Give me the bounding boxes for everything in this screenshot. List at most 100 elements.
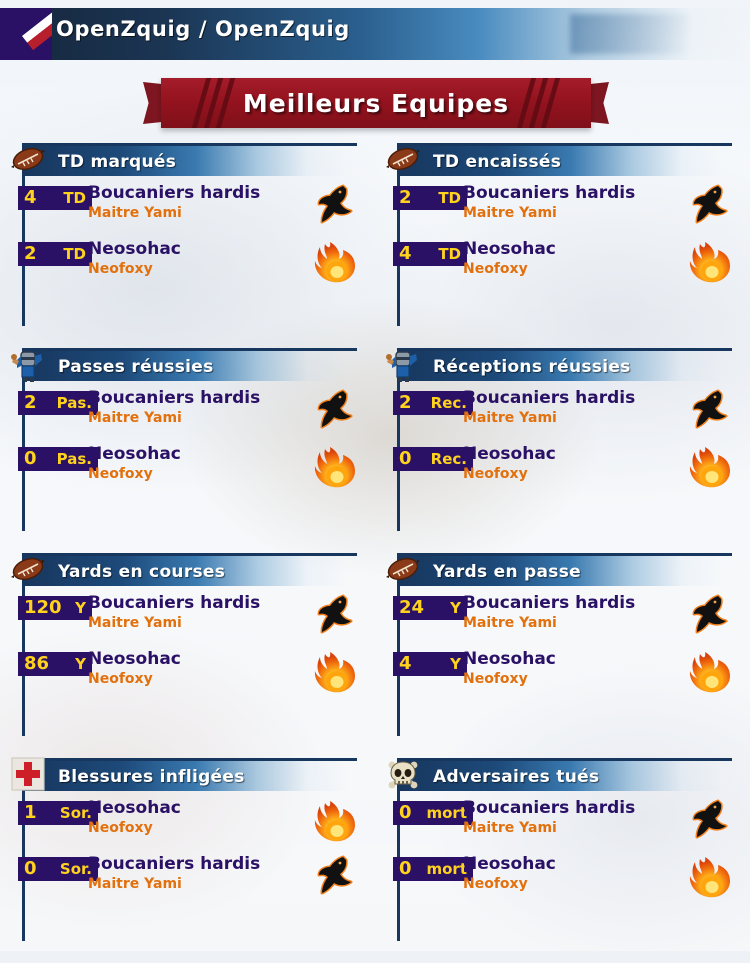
entry-names: Boucaniers hardis Maitre Yami <box>88 388 261 427</box>
team-name[interactable]: Neosohac <box>88 649 181 669</box>
team-name[interactable]: Neosohac <box>88 798 181 818</box>
player-icon <box>383 344 423 384</box>
stat-value: 24 <box>399 597 425 618</box>
coach-name[interactable]: Maitre Yami <box>463 204 557 221</box>
coach-name[interactable]: Neofoxy <box>88 260 153 277</box>
raven-logo[interactable] <box>313 592 357 640</box>
fireball-logo[interactable] <box>313 443 357 491</box>
stat-badge: 0 mort <box>393 857 473 881</box>
stat-entry[interactable]: 1 Sor. Neosohac Neofoxy <box>0 798 375 849</box>
fireball-logo[interactable] <box>688 238 732 286</box>
stat-unit: Y <box>450 598 461 617</box>
coach-name[interactable]: Maitre Yami <box>88 409 182 426</box>
raven-logo[interactable] <box>313 182 357 230</box>
stat-entry[interactable]: 24 Y Boucaniers hardis Maitre Yami <box>375 593 750 644</box>
fireball-logo[interactable] <box>313 648 357 696</box>
team-name[interactable]: Boucaniers hardis <box>88 593 261 613</box>
stat-entry[interactable]: 0 Rec. Neosohac Neofoxy <box>375 444 750 495</box>
page-banner: Meilleurs Equipes <box>143 78 609 128</box>
stat-unit: Pas. <box>56 393 92 412</box>
team-name[interactable]: Neosohac <box>88 444 181 464</box>
team-name[interactable]: Boucaniers hardis <box>463 183 636 203</box>
stat-value: 4 <box>399 243 412 264</box>
coach-name[interactable]: Maitre Yami <box>88 614 182 631</box>
stat-entry[interactable]: 120 Y Boucaniers hardis Maitre Yami <box>0 593 375 644</box>
header-rule <box>22 758 357 761</box>
stat-entry[interactable]: 4 Y Neosohac Neofoxy <box>375 649 750 700</box>
coach-name[interactable]: Neofoxy <box>463 670 528 687</box>
stat-value: 0 <box>399 858 412 879</box>
stat-block-td-encaisses: TD encaissés 2 TD Boucaniers hardis Mait… <box>375 143 750 348</box>
stat-entries: 4 TD Boucaniers hardis Maitre Yami 2 TD <box>0 176 375 290</box>
skull-icon <box>383 754 423 794</box>
stat-entries: 2 Rec. Boucaniers hardis Maitre Yami 0 R… <box>375 381 750 495</box>
entry-names: Neosohac Neofoxy <box>463 649 556 688</box>
coach-name[interactable]: Maitre Yami <box>88 204 182 221</box>
team-name[interactable]: Boucaniers hardis <box>88 854 261 874</box>
team-name[interactable]: Boucaniers hardis <box>88 183 261 203</box>
coach-name[interactable]: Neofoxy <box>463 260 528 277</box>
fireball-logo[interactable] <box>313 797 357 845</box>
stat-value: 86 <box>24 653 50 674</box>
team-name[interactable]: Neosohac <box>463 854 556 874</box>
fireball-logo[interactable] <box>313 238 357 286</box>
raven-logo[interactable] <box>313 387 357 435</box>
stat-block-yards-en-courses: Yards en courses 120 Y Boucaniers hardis… <box>0 553 375 758</box>
stat-block-adversaires-tues: Adversaires tués 0 mort Boucaniers hardi… <box>375 758 750 963</box>
header-brush <box>397 761 732 791</box>
entry-names: Boucaniers hardis Maitre Yami <box>88 854 261 893</box>
coach-name[interactable]: Maitre Yami <box>463 614 557 631</box>
logo-swoosh-icon <box>22 8 52 51</box>
coach-name[interactable]: Neofoxy <box>463 465 528 482</box>
stat-block-title: Réceptions réussies <box>433 357 631 377</box>
coach-name[interactable]: Maitre Yami <box>463 409 557 426</box>
header-brush <box>22 761 357 791</box>
team-name[interactable]: Neosohac <box>463 649 556 669</box>
coach-name[interactable]: Neofoxy <box>88 465 153 482</box>
stat-entry[interactable]: 0 mort Boucaniers hardis Maitre Yami <box>375 798 750 849</box>
coach-name[interactable]: Neofoxy <box>88 670 153 687</box>
entry-names: Neosohac Neofoxy <box>463 239 556 278</box>
stat-unit: mort <box>426 859 467 878</box>
stat-entry[interactable]: 4 TD Boucaniers hardis Maitre Yami <box>0 183 375 234</box>
team-name[interactable]: Boucaniers hardis <box>88 388 261 408</box>
raven-logo[interactable] <box>688 592 732 640</box>
fireball-logo[interactable] <box>688 853 732 901</box>
stat-badge: 0 Rec. <box>393 447 473 471</box>
banner-title: Meilleurs Equipes <box>242 89 510 118</box>
team-name[interactable]: Neosohac <box>463 444 556 464</box>
raven-logo[interactable] <box>688 797 732 845</box>
stat-entry[interactable]: 4 TD Neosohac Neofoxy <box>375 239 750 290</box>
raven-logo[interactable] <box>688 387 732 435</box>
stat-entry[interactable]: 0 Pas. Neosohac Neofoxy <box>0 444 375 495</box>
stat-badge: 2 TD <box>18 242 92 266</box>
raven-logo[interactable] <box>313 853 357 901</box>
stat-unit: Pas. <box>56 449 92 468</box>
team-name[interactable]: Boucaniers hardis <box>463 593 636 613</box>
stat-entry[interactable]: 2 TD Neosohac Neofoxy <box>0 239 375 290</box>
stat-entry[interactable]: 2 TD Boucaniers hardis Maitre Yami <box>375 183 750 234</box>
stat-entry[interactable]: 2 Rec. Boucaniers hardis Maitre Yami <box>375 388 750 439</box>
stat-entry[interactable]: 86 Y Neosohac Neofoxy <box>0 649 375 700</box>
fireball-logo[interactable] <box>688 648 732 696</box>
coach-name[interactable]: Maitre Yami <box>463 819 557 836</box>
team-name[interactable]: Boucaniers hardis <box>463 798 636 818</box>
stat-entry[interactable]: 0 Sor. Boucaniers hardis Maitre Yami <box>0 854 375 905</box>
stat-value: 1 <box>24 802 37 823</box>
coach-name[interactable]: Neofoxy <box>463 875 528 892</box>
stat-badge: 0 mort <box>393 801 473 825</box>
coach-name[interactable]: Neofoxy <box>88 819 153 836</box>
coach-name[interactable]: Maitre Yami <box>88 875 182 892</box>
stat-entries: 2 TD Boucaniers hardis Maitre Yami 4 TD <box>375 176 750 290</box>
team-name[interactable]: Neosohac <box>463 239 556 259</box>
openzquig-logo[interactable] <box>0 8 52 60</box>
team-name[interactable]: Neosohac <box>88 239 181 259</box>
team-name[interactable]: Boucaniers hardis <box>463 388 636 408</box>
fireball-logo[interactable] <box>688 443 732 491</box>
raven-logo[interactable] <box>688 182 732 230</box>
stat-block-title: TD encaissés <box>433 152 562 172</box>
stat-unit: mort <box>426 803 467 822</box>
stat-block-title: Blessures infligées <box>58 767 245 787</box>
stat-entry[interactable]: 0 mort Neosohac Neofoxy <box>375 854 750 905</box>
stat-entry[interactable]: 2 Pas. Boucaniers hardis Maitre Yami <box>0 388 375 439</box>
